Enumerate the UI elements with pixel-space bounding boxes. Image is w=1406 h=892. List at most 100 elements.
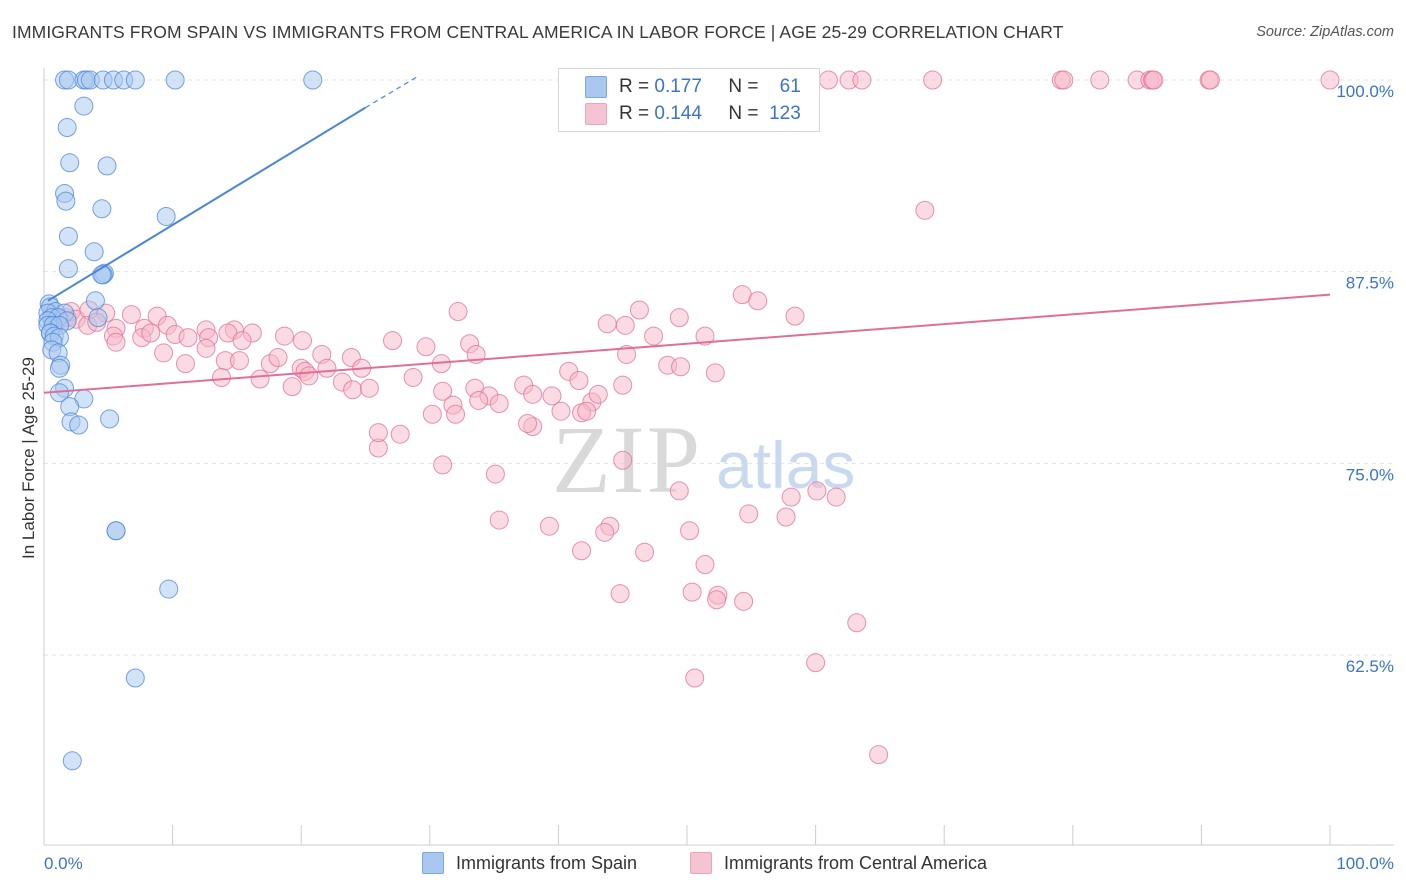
spain-point — [60, 153, 80, 173]
central-america-point — [317, 358, 337, 378]
spain-point — [106, 521, 126, 541]
legend-n-value-spain: 61 — [779, 76, 801, 97]
y-tick-label: 62.5% — [1346, 657, 1394, 676]
central-america-point — [671, 357, 691, 377]
central-america-point — [196, 338, 216, 358]
spain-point — [97, 156, 117, 176]
central-america-point — [610, 584, 630, 604]
central-america-point — [669, 481, 689, 501]
central-america-point — [175, 354, 195, 374]
x-tick-label-min: 0.0% — [44, 854, 83, 873]
chart-title: IMMIGRANTS FROM SPAIN VS IMMIGRANTS FROM… — [12, 22, 1064, 42]
central-america-point — [597, 314, 617, 334]
central-america-point — [1144, 70, 1164, 90]
central-america-point — [695, 326, 715, 346]
central-america-point — [542, 386, 562, 406]
central-america-point — [680, 521, 700, 541]
y-tick-labels: 100.0% 87.5% 75.0% 62.5% — [1336, 82, 1394, 676]
central-america-point — [1200, 70, 1220, 90]
central-america-point — [390, 424, 410, 444]
spain-point — [85, 291, 105, 311]
correlation-legend: R = 0.177 N = 61 R = 0.144 N = 123 — [558, 68, 820, 132]
axes — [43, 68, 1394, 846]
spain-point — [88, 308, 108, 328]
central-america-point — [613, 450, 633, 470]
central-america-point — [644, 326, 664, 346]
legend-swatch-central-america — [585, 103, 607, 125]
central-america-point — [268, 348, 288, 368]
central-america-point — [368, 423, 388, 443]
central-america-point — [748, 291, 768, 311]
central-america-point — [229, 351, 249, 371]
source-label: Source: ZipAtlas.com — [1256, 24, 1394, 40]
spain-point — [156, 206, 176, 226]
legend-r-value-central-america: 0.144 — [654, 103, 702, 124]
spain-point — [58, 259, 78, 279]
legend-r-value-spain: 0.177 — [654, 76, 702, 97]
central-america-point — [707, 590, 727, 610]
series-legend-swatch-spain — [422, 852, 444, 874]
central-america-point — [1090, 70, 1110, 90]
central-america-point — [422, 404, 442, 424]
central-america-point — [469, 390, 489, 410]
series-legend-label-spain: Immigrants from Spain — [456, 852, 638, 873]
central-america-point — [446, 404, 466, 424]
central-america-point — [852, 70, 872, 90]
central-america-point — [572, 541, 592, 561]
central-america-point — [734, 591, 754, 611]
series-legend-label-central-america: Immigrants from Central America — [724, 852, 988, 873]
central-america-point — [915, 200, 935, 220]
central-america-point — [178, 328, 198, 348]
central-america-point — [629, 300, 649, 320]
series-legend: Immigrants from Spain Immigrants from Ce… — [0, 852, 1406, 878]
central-america-point — [669, 308, 689, 328]
central-america-point — [1054, 70, 1074, 90]
central-america-point — [106, 332, 126, 352]
trend-lines — [43, 76, 1331, 394]
spain-point — [69, 415, 89, 435]
spain-point — [125, 668, 145, 688]
central-america-point — [615, 315, 635, 335]
spain-point — [100, 409, 120, 429]
central-america-point — [595, 522, 615, 542]
central-america-point — [141, 323, 161, 343]
spain-point — [49, 358, 69, 378]
y-tick-label: 75.0% — [1346, 465, 1394, 484]
central-america-point — [121, 305, 141, 325]
central-america-point — [489, 510, 509, 530]
central-america-point — [785, 306, 805, 326]
central-america-point — [282, 377, 302, 397]
central-america-point — [806, 653, 826, 673]
central-america-point — [695, 555, 715, 575]
series-legend-spain: Immigrants from Spain — [422, 852, 637, 874]
spain-trend-line — [47, 106, 367, 302]
central-america-point — [869, 745, 889, 765]
x-tick-labels: 0.0% 100.0% — [44, 854, 1394, 873]
central-america-point — [359, 378, 379, 398]
legend-n-label: N = — [728, 103, 759, 124]
series-legend-central-america: Immigrants from Central America — [690, 852, 987, 874]
central-america-point — [685, 668, 705, 688]
central-america-point — [635, 542, 655, 562]
central-america-point — [781, 487, 801, 507]
central-america-point — [211, 367, 231, 387]
central-america-point — [433, 381, 453, 401]
central-america-point — [807, 481, 827, 501]
central-america-point — [847, 613, 867, 633]
central-america-point — [923, 70, 943, 90]
central-america-point — [292, 331, 312, 351]
central-america-point — [518, 413, 538, 433]
spain-point — [56, 191, 76, 211]
legend-r-label: R = — [619, 76, 650, 97]
central-america-point — [433, 455, 453, 475]
spain-point — [84, 242, 104, 262]
spain-point — [303, 70, 323, 90]
legend-row-central-america: R = 0.144 N = 123 — [585, 102, 801, 126]
central-america-trend-line — [43, 293, 1331, 394]
central-america-point — [154, 343, 174, 363]
y-tick-label: 87.5% — [1346, 274, 1394, 293]
central-america-point — [299, 366, 319, 386]
central-america-point — [551, 401, 571, 421]
central-america-point — [523, 384, 543, 404]
